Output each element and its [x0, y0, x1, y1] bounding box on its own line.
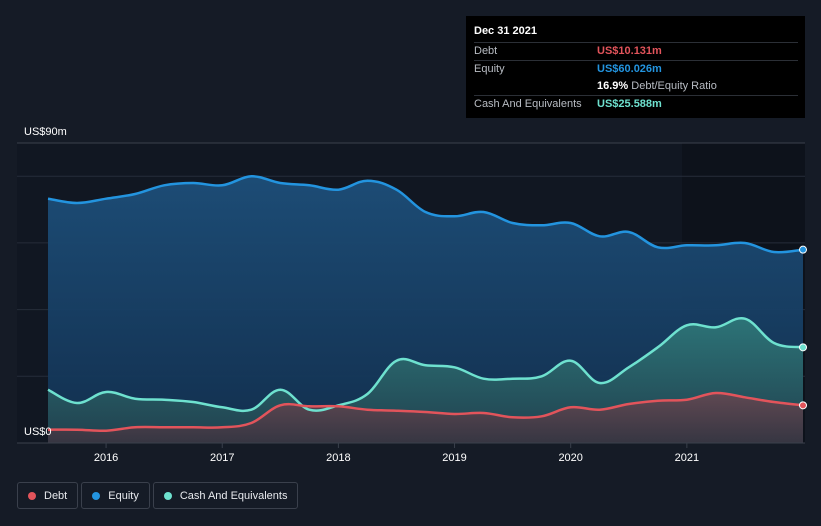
chart-legend: Debt Equity Cash And Equivalents	[17, 482, 301, 510]
y-axis-top-label: US$90m	[24, 126, 67, 138]
tooltip-debt-label: Debt	[474, 45, 498, 57]
equity-line	[47, 175, 804, 254]
tooltip-ratio: 16.9% Debt/Equity Ratio	[597, 78, 717, 95]
legend-item-cash[interactable]: Cash And Equivalents	[152, 482, 299, 509]
tooltip-cash-value: US$25.588m	[597, 98, 662, 110]
legend-label-cash: Cash And Equivalents	[179, 489, 288, 502]
tooltip-row-debt: Debt US$10.131m	[474, 42, 798, 60]
legend-label-debt: Debt	[44, 489, 68, 502]
legend-dot-equity	[92, 491, 101, 500]
tooltip-date: Dec 31 2021	[474, 25, 537, 37]
tooltip-equity-value: US$60.026m	[597, 63, 662, 75]
end-markers	[799, 245, 807, 410]
x-tick-label: 2019	[442, 452, 466, 464]
debt-line	[47, 391, 804, 433]
legend-dot-cash	[163, 491, 172, 500]
data-tooltip: Dec 31 2021 Debt US$10.131m Equity US$60…	[466, 16, 805, 118]
tooltip-row-equity: Equity US$60.026m	[474, 60, 798, 78]
equity-area	[48, 176, 803, 443]
debt-end-marker	[799, 401, 807, 410]
x-tick-label: 2017	[210, 452, 234, 464]
tooltip-ratio-label: Debt/Equity Ratio	[631, 80, 717, 92]
tooltip-row-ratio: 16.9% Debt/Equity Ratio	[474, 78, 798, 95]
tooltip-debt-value: US$10.131m	[597, 45, 662, 57]
legend-item-debt[interactable]: Debt	[17, 482, 79, 509]
y-axis-bottom-label: US$0	[24, 426, 52, 438]
tooltip-equity-label: Equity	[474, 63, 505, 75]
tooltip-ratio-value: 16.9%	[597, 80, 629, 92]
legend-dot-debt	[28, 491, 36, 500]
tooltip-row-cash: Cash And Equivalents US$25.588m	[474, 95, 798, 113]
legend-label-equity: Equity	[108, 489, 139, 502]
equity-end-marker	[799, 245, 807, 254]
legend-item-equity[interactable]: Equity	[81, 482, 150, 509]
debt-area	[48, 392, 803, 443]
x-ticks: 2016 2017 2018 2019 2020 2021	[94, 443, 699, 464]
cash-end-marker	[799, 343, 807, 352]
x-tick-label: 2020	[558, 452, 582, 464]
x-tick-label: 2016	[94, 452, 118, 464]
tooltip-cash-label: Cash And Equivalents	[474, 98, 582, 110]
x-tick-label: 2021	[675, 452, 699, 464]
x-tick-label: 2018	[326, 452, 350, 464]
cash-line	[47, 316, 804, 413]
